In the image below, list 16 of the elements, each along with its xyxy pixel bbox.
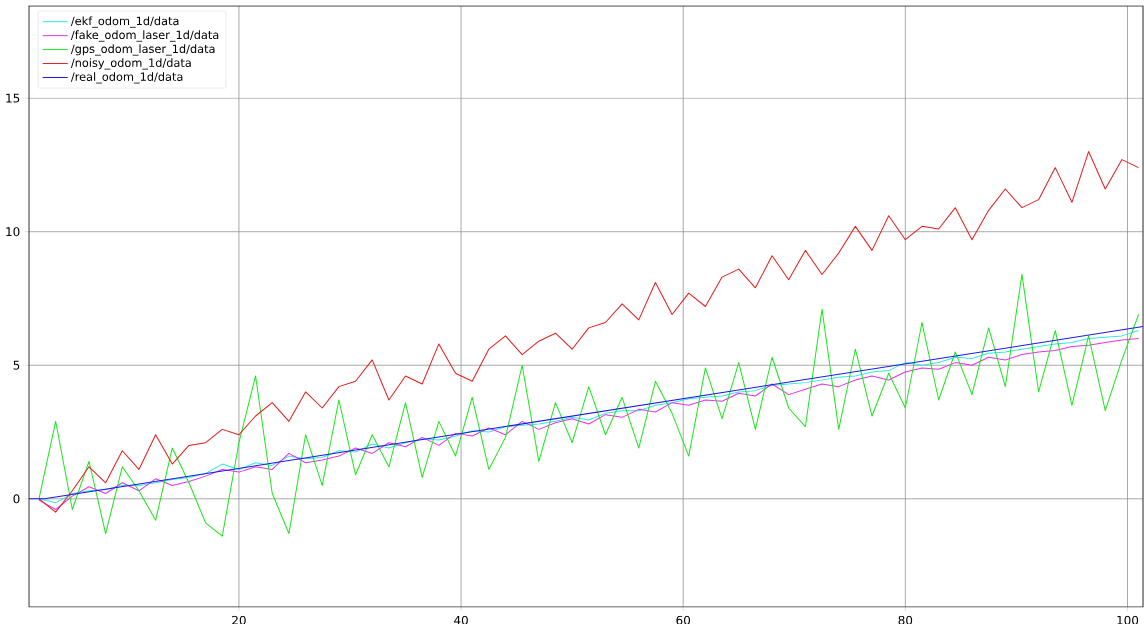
legend-label: /real_odom_1d/data — [70, 72, 183, 84]
line-series — [38, 273, 1140, 537]
line-series — [38, 151, 1140, 513]
x-tick-label: 100 — [1117, 615, 1139, 624]
x-tick-label: 40 — [454, 615, 468, 624]
x-tick-label: 60 — [676, 615, 691, 624]
y-tick-label: 15 — [6, 93, 20, 103]
legend-label: /noisy_odom_1d/data — [70, 58, 191, 70]
y-tick-label: 0 — [13, 494, 20, 504]
y-tick-label: 10 — [6, 227, 20, 237]
legend-label: /fake_odom_laser_1d/data — [70, 30, 219, 42]
y-tick-label: 5 — [13, 360, 20, 370]
legend-label: /gps_odom_laser_1d/data — [70, 44, 215, 56]
legend-label: /ekf_odom_1d/data — [70, 16, 179, 28]
x-tick-label: 20 — [232, 615, 246, 624]
x-tick-label: 80 — [898, 615, 913, 624]
